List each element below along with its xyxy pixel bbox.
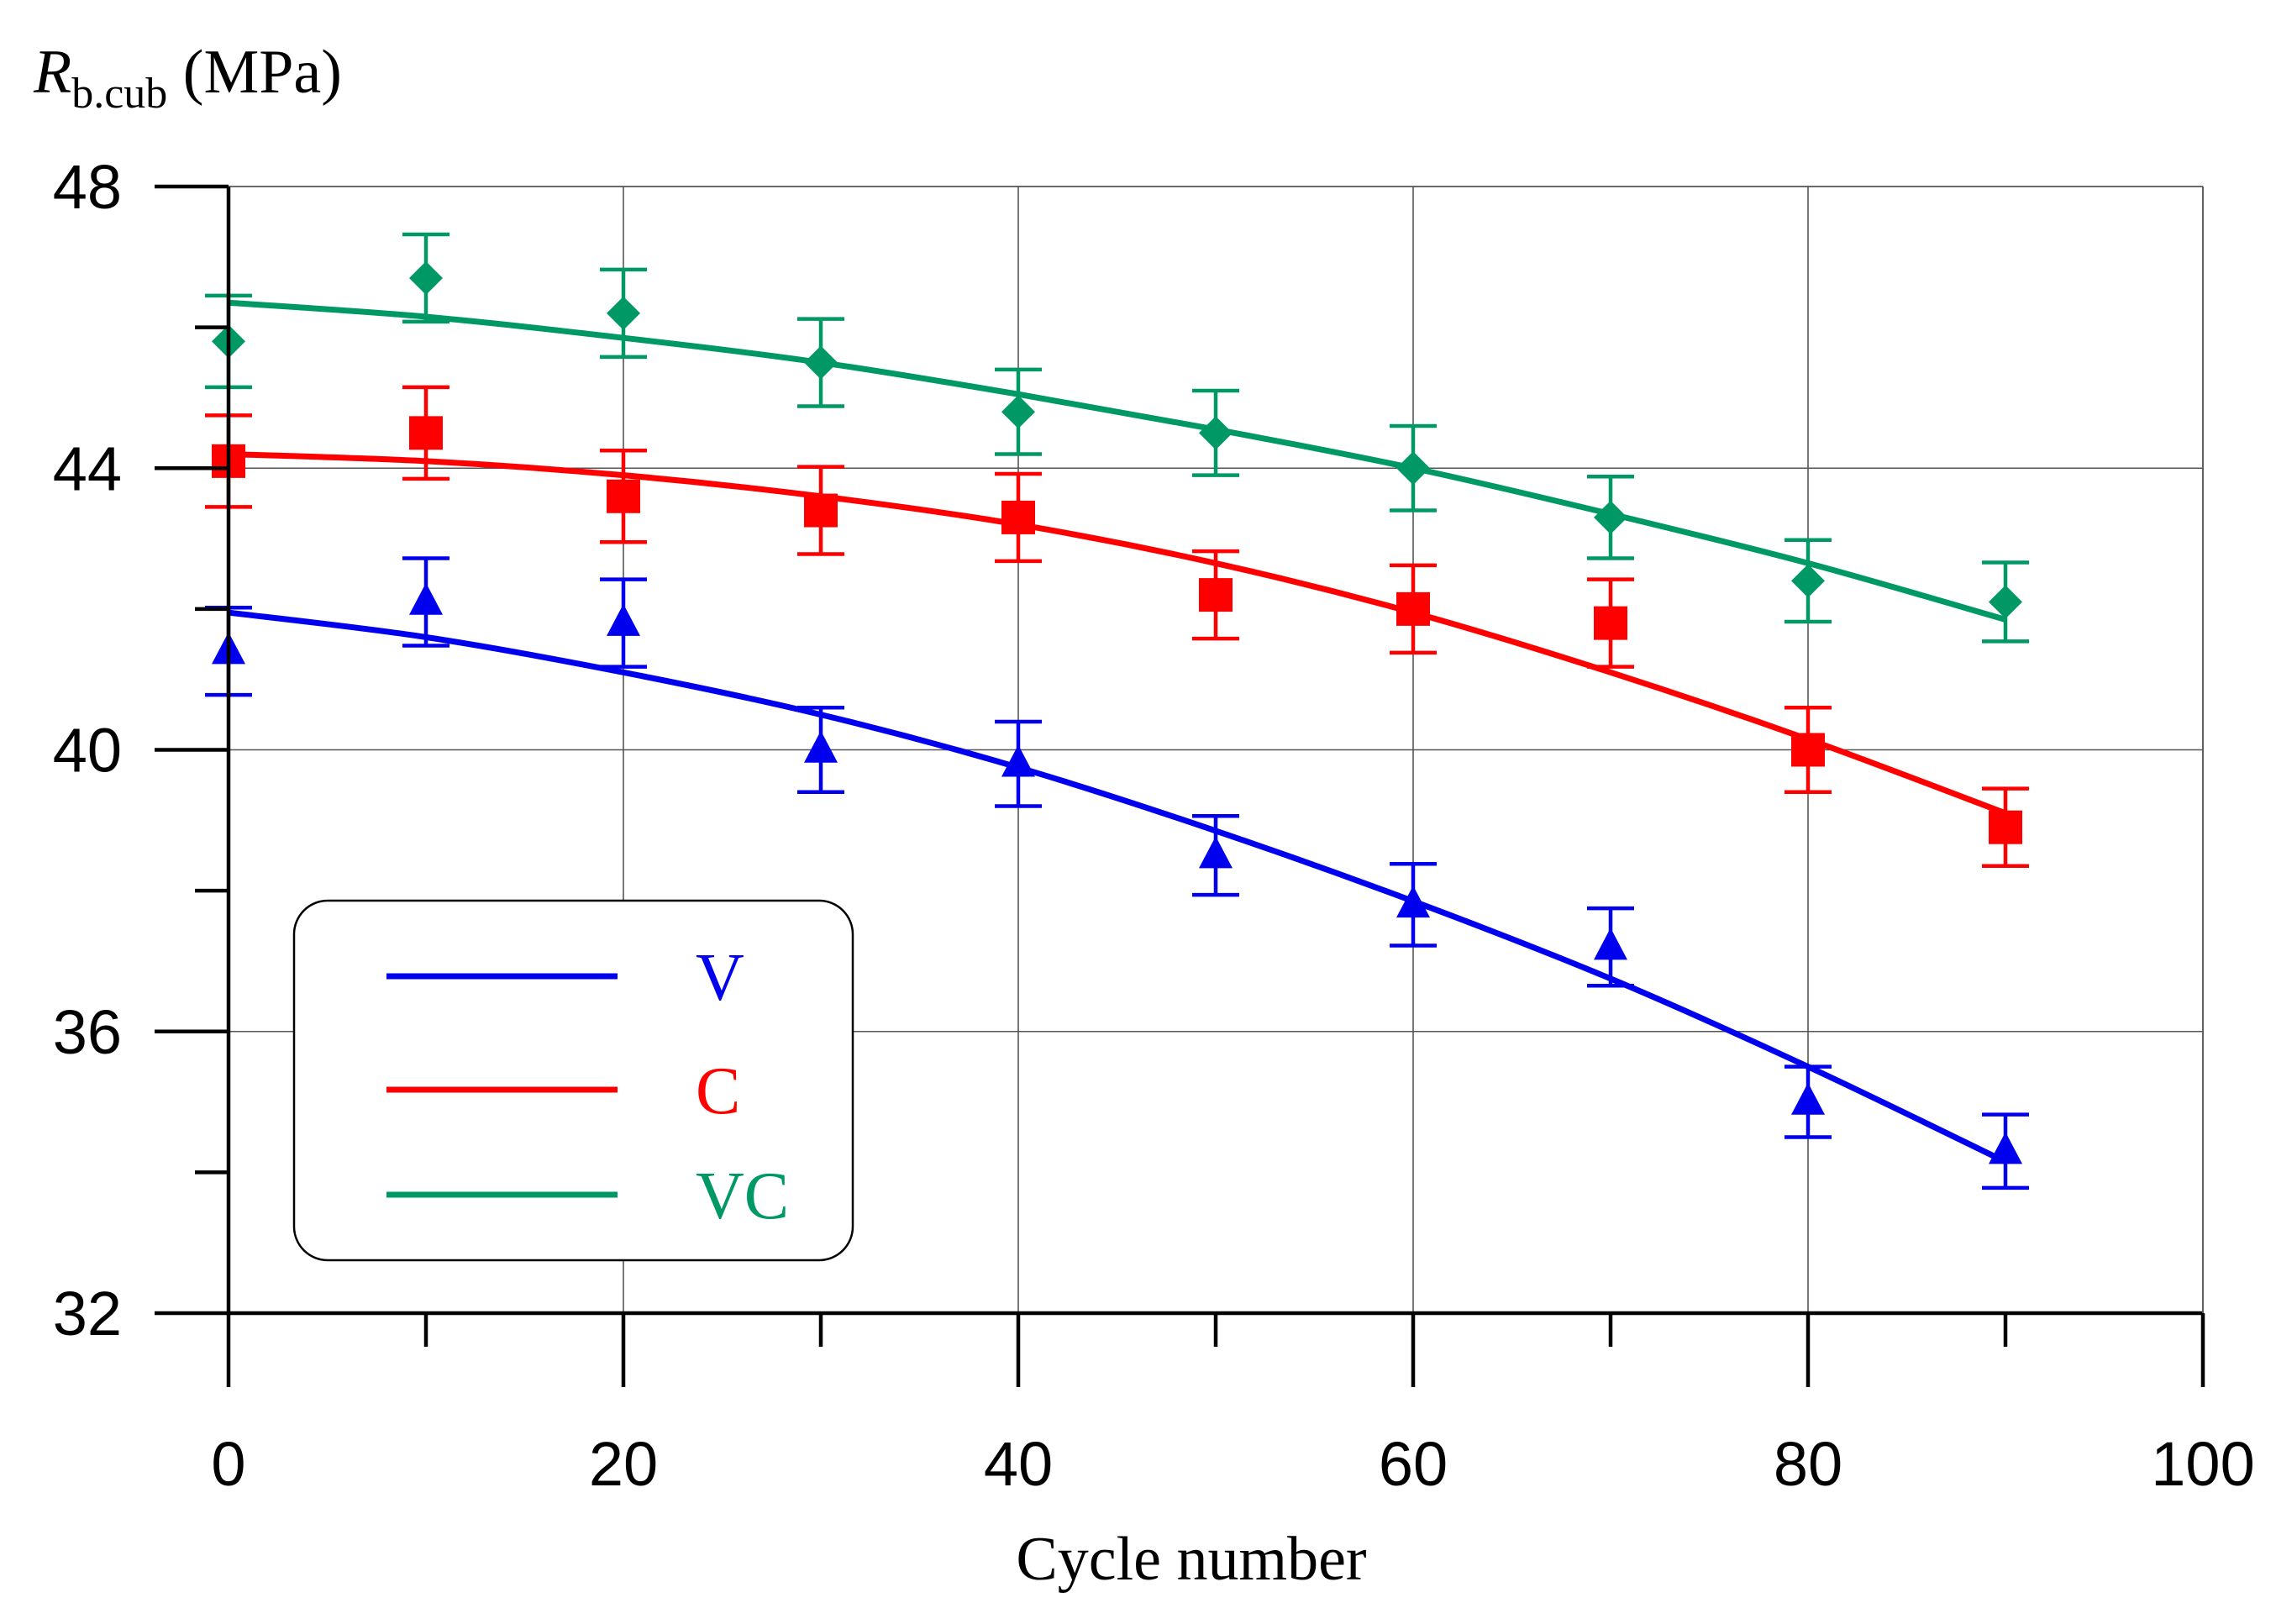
tick-labels: 32 36 40 44 48 0 20 40 60 80 100 xyxy=(53,152,2255,1499)
x-tick-label: 20 xyxy=(589,1429,658,1499)
data-point-vc xyxy=(607,296,640,330)
data-point-v xyxy=(1001,744,1035,777)
data-point-v xyxy=(1594,928,1627,960)
data-point-c xyxy=(409,416,443,450)
y-axis-label: Rb.cub (MPa) xyxy=(33,38,342,118)
data-point-vc xyxy=(1001,395,1035,429)
data-point-vc xyxy=(804,345,838,380)
data-point-c xyxy=(804,493,838,528)
y-tick-label: 36 xyxy=(53,997,122,1067)
y-tick-label: 44 xyxy=(53,434,122,503)
data-point-vc xyxy=(1791,564,1825,598)
data-point-c xyxy=(1001,500,1035,534)
fit-lines xyxy=(228,299,2007,1164)
data-point-vc xyxy=(1199,416,1233,450)
axes xyxy=(155,184,2205,1387)
x-tick-label: 40 xyxy=(984,1429,1053,1499)
fit-line-v xyxy=(228,609,2007,1164)
fit-line-vc xyxy=(228,299,2006,623)
x-axis-label: Cycle number xyxy=(1016,1525,1366,1594)
fit-line-c xyxy=(228,450,2007,817)
legend-label-c: C xyxy=(696,1054,740,1128)
data-point-v xyxy=(1989,1132,2022,1164)
data-point-vc xyxy=(409,260,443,295)
y-tick-label: 40 xyxy=(53,716,122,786)
data-point-c xyxy=(607,479,640,513)
data-point-c xyxy=(1791,733,1825,767)
data-point-v xyxy=(409,582,443,615)
data-point-vc xyxy=(1989,585,2022,619)
legend: VC VC xyxy=(292,899,854,1262)
x-tick-label: 80 xyxy=(1774,1429,1842,1499)
legend-label-v: V xyxy=(696,941,744,1015)
legend-box xyxy=(292,899,854,1262)
data-point-v xyxy=(804,730,838,763)
data-point-vc xyxy=(1594,500,1627,534)
data-point-v xyxy=(607,603,640,636)
data-point-v xyxy=(1396,886,1430,918)
y-tick-label: 48 xyxy=(53,152,122,222)
data-point-vc xyxy=(1396,451,1430,486)
y-tick-label: 32 xyxy=(53,1279,122,1348)
x-tick-label: 100 xyxy=(2151,1429,2254,1499)
data-point-c xyxy=(1989,810,2022,844)
data-point-c xyxy=(1199,578,1233,612)
legend-label-vc: VC xyxy=(696,1159,789,1233)
data-point-v xyxy=(1199,836,1233,869)
x-tick-label: 0 xyxy=(211,1429,245,1499)
data-point-c xyxy=(1594,606,1627,640)
data-point-v xyxy=(1791,1082,1825,1115)
x-tick-label: 60 xyxy=(1379,1429,1448,1499)
data-point-c xyxy=(1396,591,1430,626)
